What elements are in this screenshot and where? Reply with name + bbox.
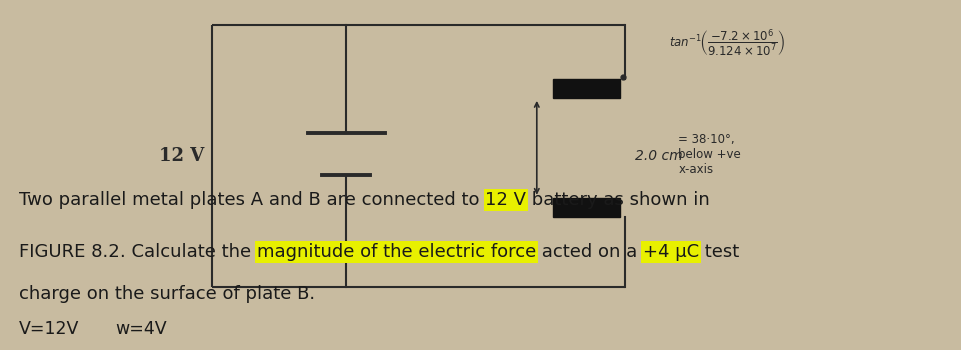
Text: . Calculate the: . Calculate the xyxy=(120,243,257,261)
Text: V=12V: V=12V xyxy=(19,320,80,338)
Text: w=4V: w=4V xyxy=(115,320,167,338)
Text: = 38·10°,
below +ve
x-axis: = 38·10°, below +ve x-axis xyxy=(678,133,740,176)
Text: magnitude of the electric force: magnitude of the electric force xyxy=(257,243,535,261)
Text: acted on a: acted on a xyxy=(535,243,643,261)
Bar xyxy=(553,198,620,217)
Text: 12 V: 12 V xyxy=(159,147,204,165)
Text: test: test xyxy=(699,243,739,261)
Text: Two parallel metal plates A and B are connected to: Two parallel metal plates A and B are co… xyxy=(19,191,485,209)
Text: FIGURE 8.2: FIGURE 8.2 xyxy=(19,243,120,261)
Text: charge on the surface of plate B.: charge on the surface of plate B. xyxy=(19,285,315,303)
Text: 12 V: 12 V xyxy=(485,191,526,209)
Text: battery as shown in: battery as shown in xyxy=(526,191,709,209)
Text: 2.0 cm: 2.0 cm xyxy=(634,149,682,163)
Text: $tan^{-1}\!\left(\dfrac{-7.2\times10^6}{9.124\times10^7}\right)$: $tan^{-1}\!\left(\dfrac{-7.2\times10^6}{… xyxy=(668,28,784,60)
Bar xyxy=(553,79,620,98)
Text: +4 μC: +4 μC xyxy=(643,243,699,261)
